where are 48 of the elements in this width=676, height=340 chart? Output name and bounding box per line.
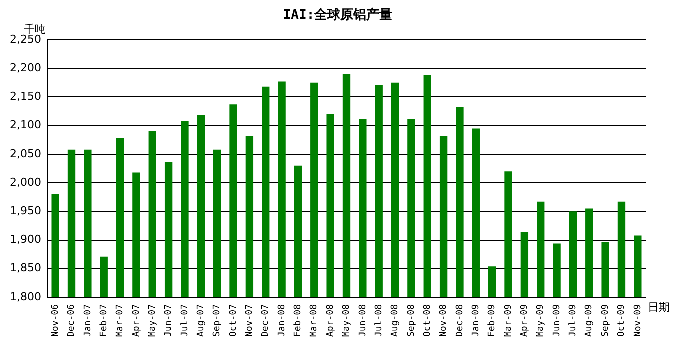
x-tick-label: Nov-09 — [633, 304, 644, 338]
x-tick-label: Sep-07 — [212, 304, 223, 338]
x-tick-label: Nov-07 — [245, 304, 256, 338]
x-tick-label: Jan-09 — [471, 304, 482, 338]
x-tick-label: Apr-09 — [520, 304, 530, 338]
y-tick-label: 2,200 — [10, 61, 42, 74]
x-tick-label: May-09 — [536, 304, 546, 338]
x-tick-label: Aug-08 — [390, 304, 401, 338]
y-tick-label: 2,000 — [10, 176, 42, 189]
x-tick-label: Feb-09 — [488, 304, 498, 338]
y-tick-label: 2,150 — [10, 90, 42, 104]
x-tick-label: Dec-07 — [261, 304, 272, 338]
y-tick-label: 1,950 — [10, 204, 42, 218]
x-tick-label: Jul-09 — [568, 304, 579, 338]
x-tick-label: Aug-07 — [196, 304, 207, 338]
y-tick-label: 2,100 — [10, 118, 42, 132]
x-axis-title: 日期 — [648, 300, 670, 315]
x-tick-label: Sep-09 — [600, 304, 611, 338]
x-tick-label: Jun-07 — [164, 304, 174, 338]
x-tick-label: Jan-07 — [83, 304, 94, 338]
x-tick-label: Jun-09 — [552, 304, 562, 338]
x-tick-label: May-08 — [342, 304, 352, 338]
y-tick-label: 1,850 — [10, 262, 42, 275]
x-tick-label: Jan-08 — [277, 304, 288, 338]
x-tick-label: Feb-07 — [99, 304, 110, 338]
x-tick-label: Dec-08 — [455, 304, 466, 338]
x-tick-label: Apr-07 — [132, 304, 142, 338]
x-tick-label: Mar-08 — [310, 304, 320, 338]
x-tick-label: May-07 — [148, 304, 158, 338]
chart-title: IAI:全球原铝产量 — [282, 6, 394, 24]
x-tick-label: Jun-08 — [358, 304, 368, 338]
x-tick-label: Jul-07 — [180, 304, 190, 338]
y-tick-label: 1,900 — [10, 233, 42, 246]
x-tick-label: Nov-08 — [439, 304, 450, 338]
x-tick-label: Nov-06 — [50, 304, 61, 338]
x-tick-label: Mar-09 — [504, 304, 514, 338]
x-tick-label: Oct-07 — [228, 304, 239, 338]
x-tick-label: Oct-08 — [422, 304, 433, 338]
x-tick-label: Mar-07 — [116, 304, 126, 338]
x-tick-label: Sep-08 — [406, 304, 417, 338]
y-tick-label: 2,050 — [10, 147, 42, 160]
x-tick-label: Aug-09 — [584, 304, 595, 338]
x-tick-label: Oct-09 — [617, 304, 628, 338]
x-tick-label: Dec-06 — [67, 304, 78, 338]
x-tick-label: Apr-08 — [326, 304, 336, 338]
x-tick-label: Feb-08 — [294, 304, 304, 338]
x-tick-label: Jul-08 — [374, 304, 384, 338]
y-tick-label: 1,800 — [10, 290, 42, 304]
